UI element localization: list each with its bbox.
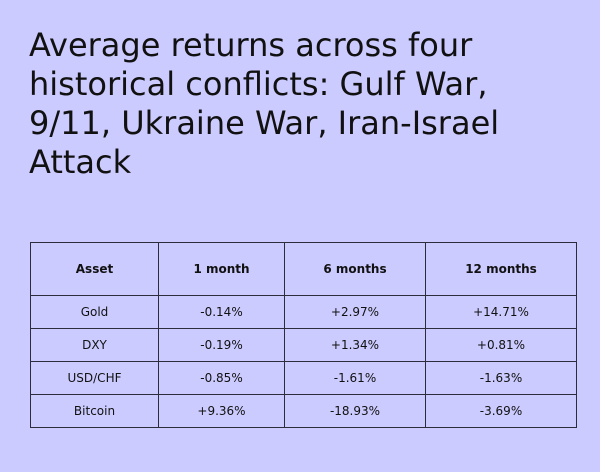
return-1-month-cell: -0.14%: [158, 295, 285, 329]
table-row: USD/CHF -0.85% -1.61% -1.63%: [30, 361, 577, 395]
return-12-months-cell: +14.71%: [425, 295, 577, 329]
asset-cell: Bitcoin: [30, 394, 159, 428]
return-1-month-cell: +9.36%: [158, 394, 285, 428]
column-header-6-months: 6 months: [284, 242, 426, 296]
column-header-asset: Asset: [30, 242, 159, 296]
return-1-month-cell: -0.85%: [158, 361, 285, 395]
return-12-months-cell: -1.63%: [425, 361, 577, 395]
return-6-months-cell: +2.97%: [284, 295, 426, 329]
return-12-months-cell: -3.69%: [425, 394, 577, 428]
return-12-months-cell: +0.81%: [425, 328, 577, 362]
returns-table: Asset 1 month 6 months 12 months Gold -0…: [30, 242, 577, 428]
table-header-row: Asset 1 month 6 months 12 months: [30, 242, 577, 296]
column-header-12-months: 12 months: [425, 242, 577, 296]
table-row: DXY -0.19% +1.34% +0.81%: [30, 328, 577, 362]
column-header-1-month: 1 month: [158, 242, 285, 296]
return-6-months-cell: +1.34%: [284, 328, 426, 362]
asset-cell: Gold: [30, 295, 159, 329]
chart-title: Average returns across four historical c…: [29, 26, 500, 181]
return-1-month-cell: -0.19%: [158, 328, 285, 362]
asset-cell: USD/CHF: [30, 361, 159, 395]
return-6-months-cell: -1.61%: [284, 361, 426, 395]
table-row: Bitcoin +9.36% -18.93% -3.69%: [30, 394, 577, 428]
table-row: Gold -0.14% +2.97% +14.71%: [30, 295, 577, 329]
asset-cell: DXY: [30, 328, 159, 362]
return-6-months-cell: -18.93%: [284, 394, 426, 428]
